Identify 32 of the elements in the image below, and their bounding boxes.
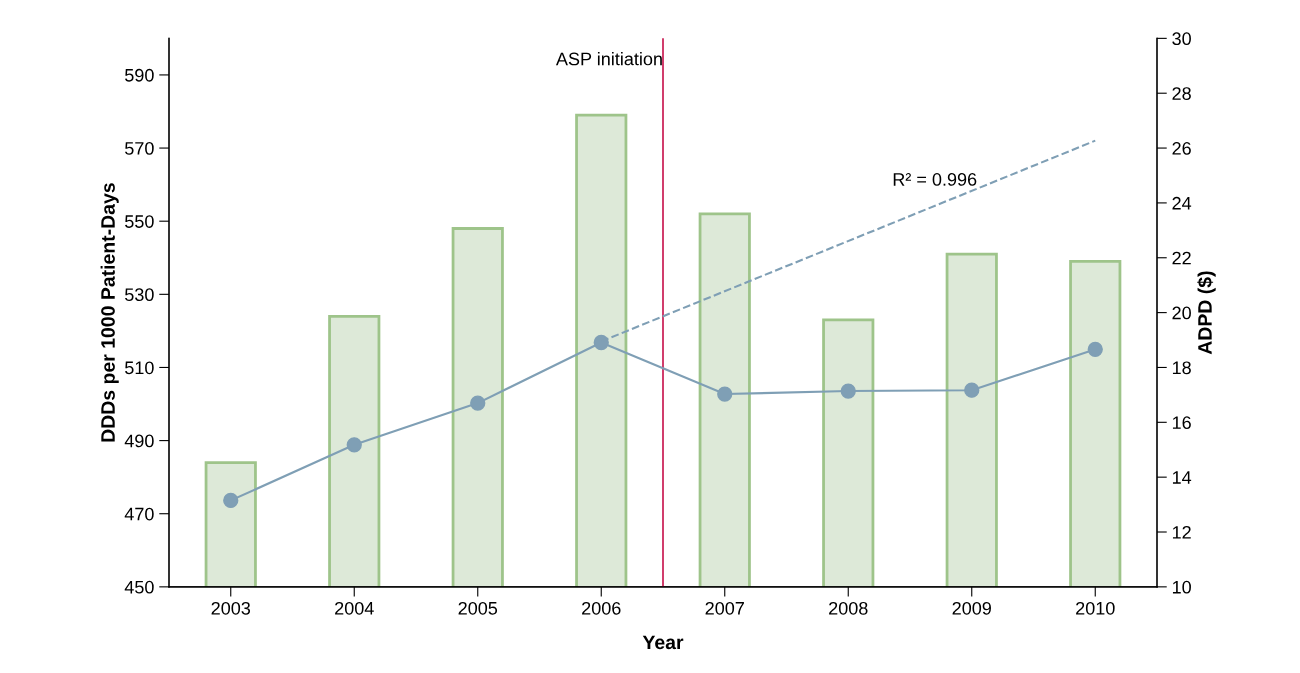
- x-tick-label: 2004: [335, 601, 374, 615]
- x-tick-label: 2005: [458, 601, 498, 615]
- x-tick-label: 2009: [952, 601, 991, 615]
- ref-line-label: ASP initiation: [555, 52, 662, 66]
- y2-axis-title: ADPD ($): [1197, 271, 1216, 355]
- y2-tick-label: 12: [1172, 525, 1191, 539]
- y-tick-label: 510: [125, 361, 154, 375]
- y2-tick-label: 24: [1172, 196, 1192, 210]
- y2-tick-label: 30: [1172, 32, 1191, 46]
- x-axis-title: Year: [642, 635, 684, 650]
- y2-tick-label: 26: [1172, 141, 1191, 155]
- y-tick-label: 570: [125, 141, 154, 155]
- y-tick-label: 450: [124, 580, 154, 594]
- x-tick-label: 2007: [705, 601, 744, 615]
- y2-tick-label: 28: [1172, 87, 1191, 100]
- y2-tick-label: 14: [1172, 471, 1192, 484]
- y-tick-label: 550: [125, 215, 154, 228]
- annotation: R² = 0.996: [893, 173, 977, 186]
- y2-tick-label: 22: [1172, 251, 1191, 265]
- y-tick-label: 490: [124, 434, 154, 448]
- y2-tick-label: 20: [1172, 306, 1191, 320]
- y2-tick-label: 18: [1172, 361, 1191, 375]
- y2-tick-label: 10: [1172, 580, 1191, 594]
- y-axis-title: DDDs per 1000 Patient-Days: [100, 183, 119, 442]
- x-tick-label: 2003: [211, 601, 251, 615]
- y-tick-label: 530: [125, 288, 154, 302]
- x-tick-label: 2008: [829, 601, 868, 615]
- y-tick-label: 470: [124, 507, 154, 521]
- y2-tick-label: 16: [1172, 416, 1191, 430]
- y-tick-label: 590: [125, 68, 154, 82]
- x-tick-label: 2010: [1076, 601, 1115, 615]
- x-tick-label: 2006: [582, 601, 621, 615]
